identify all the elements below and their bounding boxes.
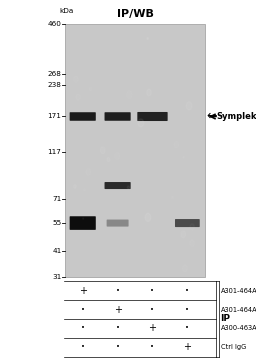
Text: A301-464A-1: A301-464A-1 [221,288,256,294]
Text: •: • [81,307,85,312]
Text: 71: 71 [52,196,61,202]
Text: •: • [185,288,189,294]
Text: •: • [151,344,154,350]
Text: 41: 41 [52,248,61,254]
Bar [65,24,205,277]
FancyBboxPatch shape [70,112,96,121]
FancyBboxPatch shape [70,216,96,230]
Text: •: • [116,325,120,331]
FancyBboxPatch shape [137,112,168,121]
Text: •: • [151,288,154,294]
FancyBboxPatch shape [107,220,129,227]
Text: •: • [81,325,85,331]
Text: 238: 238 [48,83,61,88]
Circle shape [147,38,148,39]
Circle shape [145,213,151,222]
Text: ←: ← [207,110,217,123]
Text: Symplekin: Symplekin [216,112,256,121]
Text: •: • [81,344,85,350]
Text: 268: 268 [48,71,61,77]
Text: +: + [183,342,191,352]
Text: A300-463A: A300-463A [221,325,256,331]
FancyBboxPatch shape [175,219,200,227]
FancyBboxPatch shape [104,182,131,189]
Text: +: + [79,286,87,296]
Text: kDa: kDa [59,8,73,14]
Text: +: + [148,323,156,333]
Text: •: • [116,344,120,350]
Text: Ctrl IgG: Ctrl IgG [221,344,247,350]
Text: •: • [116,288,120,294]
Text: 460: 460 [48,21,61,26]
FancyBboxPatch shape [104,112,131,121]
Text: IP: IP [220,315,230,323]
Text: 55: 55 [52,220,61,226]
Text: +: + [114,304,122,315]
Text: 171: 171 [48,114,61,119]
Text: •: • [185,325,189,331]
Circle shape [183,157,184,158]
Text: 31: 31 [52,274,61,280]
Text: A301-464A-2: A301-464A-2 [221,307,256,312]
Text: •: • [185,307,189,312]
Text: IP/WB: IP/WB [116,9,154,19]
Text: •: • [151,307,154,312]
Text: 117: 117 [48,149,61,155]
